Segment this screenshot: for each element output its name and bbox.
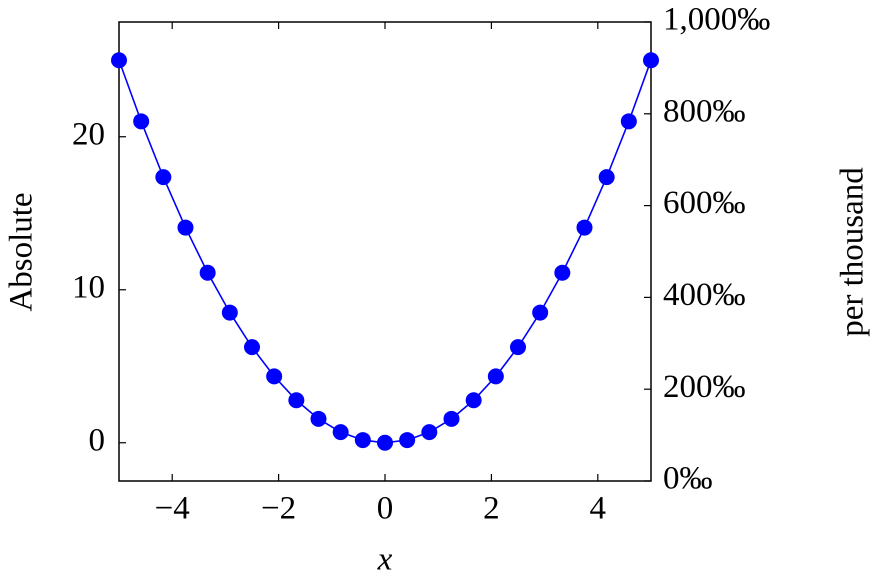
y-axis-label: Absolute: [4, 192, 40, 311]
series-line: [118, 59, 652, 444]
data-point: [354, 432, 371, 449]
data-point: [111, 52, 127, 69]
y2-tick-label: 0‰: [663, 461, 713, 497]
data-point: [221, 304, 238, 321]
x-axis-label: x: [377, 542, 393, 578]
data-point: [576, 219, 593, 236]
y-tick-label: 20: [72, 116, 105, 152]
y2-tick-label: 600‰: [663, 185, 746, 221]
y2-tick-label: 400‰: [663, 277, 746, 313]
data-point: [377, 434, 393, 451]
x-tick-label: 2: [483, 491, 500, 527]
data-point: [310, 410, 327, 427]
x-tick-label: 4: [590, 491, 607, 527]
data-point: [177, 219, 194, 236]
data-point: [399, 432, 416, 449]
y-tick-label: 10: [72, 269, 105, 305]
data-point: [465, 392, 482, 409]
data-point: [487, 368, 504, 385]
y2-tick-label: 200‰: [663, 369, 746, 405]
data-point: [643, 52, 659, 69]
data-point: [598, 169, 615, 186]
data-point: [133, 113, 150, 130]
data-point: [554, 264, 571, 281]
data-point: [510, 339, 526, 356]
y2-tick-label: 1,000‰: [663, 2, 770, 38]
x-tick-label: −2: [261, 491, 296, 527]
data-point: [288, 392, 305, 409]
x-tick-label: 0: [377, 491, 394, 527]
data-point: [532, 304, 549, 321]
data-point: [620, 113, 637, 130]
x-tick-label: −4: [155, 491, 190, 527]
data-point: [332, 424, 349, 441]
y2-tick-label: 800‰: [663, 93, 746, 129]
plot-frame: [118, 21, 652, 482]
data-point: [421, 424, 438, 441]
data-point: [244, 339, 260, 356]
data-point: [155, 169, 172, 186]
data-point: [443, 410, 460, 427]
data-point: [199, 264, 216, 281]
data-point: [266, 368, 283, 385]
y2-axis-label: per thousand: [835, 167, 871, 337]
y-tick-label: 0: [89, 422, 106, 458]
